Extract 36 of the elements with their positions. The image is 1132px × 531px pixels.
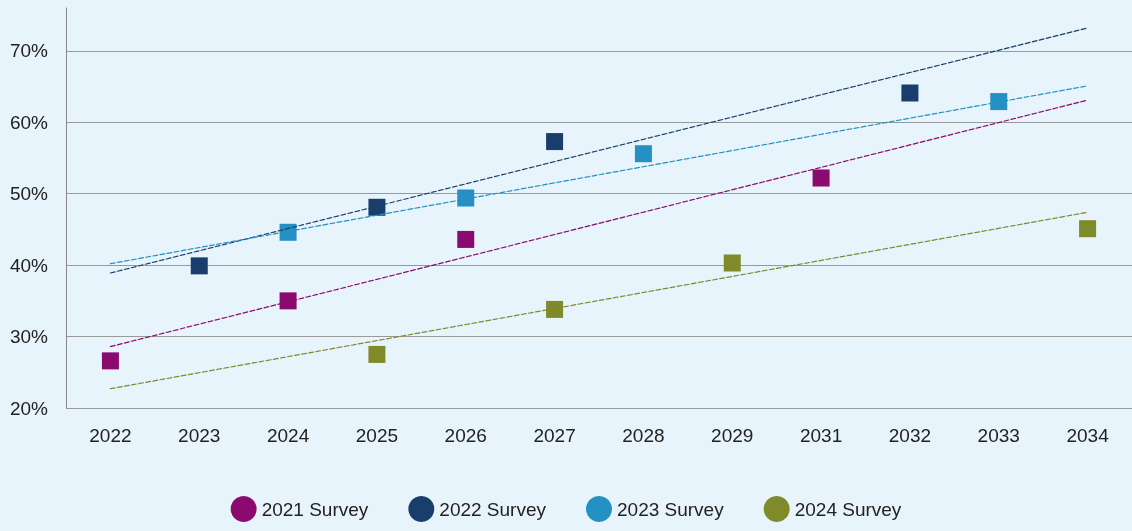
legend-label: 2024 Survey <box>794 498 902 520</box>
x-tick-label: 2033 <box>977 425 1020 446</box>
point <box>901 84 919 102</box>
x-tick-label: 2031 <box>799 425 843 446</box>
point <box>546 133 564 151</box>
x-tick-label: 2032 <box>888 425 932 446</box>
point <box>457 189 475 207</box>
point <box>279 292 297 310</box>
point <box>457 230 475 248</box>
y-tick-label: 40% <box>9 254 49 276</box>
x-tick-label: 2024 <box>266 425 310 446</box>
y-tick-label: 30% <box>9 326 49 348</box>
y-tick-label: 60% <box>9 111 49 133</box>
x-tick-label: 2027 <box>533 425 576 446</box>
x-tick-label: 2029 <box>711 425 754 446</box>
y-tick-label: 50% <box>9 183 49 205</box>
point <box>368 345 386 363</box>
y-tick-label: 70% <box>9 40 49 62</box>
point <box>812 169 830 187</box>
point <box>546 300 564 318</box>
point <box>990 93 1008 111</box>
x-tick-label: 2025 <box>355 425 399 446</box>
point <box>101 352 119 370</box>
legend-label: 2022 Survey <box>439 498 547 520</box>
point <box>723 254 741 272</box>
y-tick-label: 20% <box>9 397 49 419</box>
point <box>190 257 208 275</box>
legend-label: 2023 Survey <box>617 498 725 520</box>
x-tick-label: 2022 <box>89 425 132 446</box>
x-tick-label: 2026 <box>444 425 487 446</box>
point <box>1079 220 1097 238</box>
legend-label: 2021 Survey <box>261 498 369 520</box>
x-tick-label: 2028 <box>622 425 665 446</box>
x-tick-label: 2034 <box>1066 425 1110 446</box>
x-tick-label: 2023 <box>178 425 221 446</box>
point <box>634 145 652 163</box>
